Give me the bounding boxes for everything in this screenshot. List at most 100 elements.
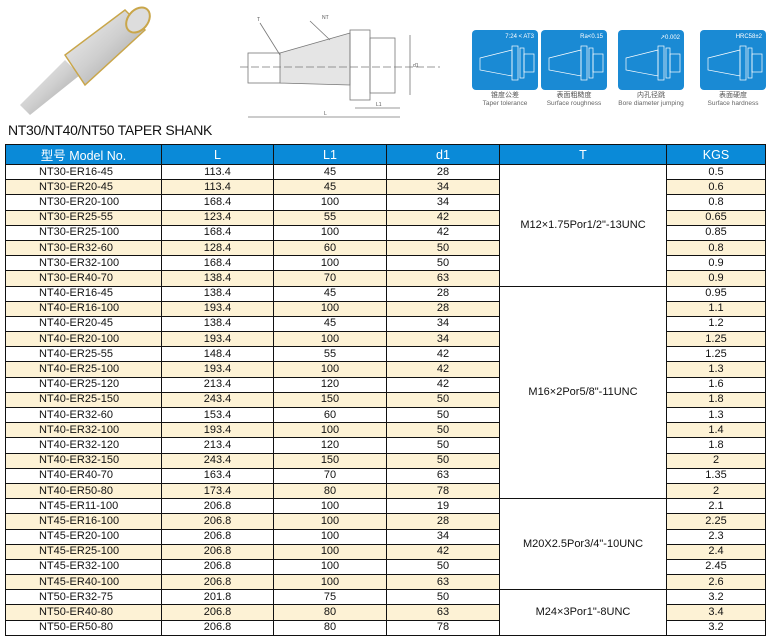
d1-cell: 50 (386, 406, 500, 424)
bore-runout-icon: ↗0.002 (618, 30, 684, 90)
d1-cell: 78 (386, 482, 500, 500)
header-l1: L1 (273, 144, 387, 165)
d1-cell: 42 (386, 224, 500, 241)
model-cell: NT45-ER40-100 (5, 574, 162, 591)
kgs-cell: 1.1 (666, 300, 766, 317)
d1-cell: 50 (386, 422, 500, 439)
l-cell: 163.4 (161, 467, 274, 484)
spec-table: 型号 Model No. L L1 d1 T KGS NT30-ER16-45 1… (5, 144, 766, 636)
l-cell: 243.4 (161, 452, 274, 469)
kgs-cell: 2 (666, 482, 766, 500)
model-cell: NT40-ER20-100 (5, 331, 162, 348)
l1-cell: 100 (273, 513, 387, 530)
header-d1: d1 (386, 144, 500, 165)
feature-1: Ra<0.15 表面粗糙度 Surface roughness (541, 30, 607, 108)
model-cell: NT40-ER25-100 (5, 361, 162, 378)
l1-cell: 75 (273, 589, 387, 606)
table-row: NT30-ER20-45 113.4 45 34 0.6 (5, 179, 766, 196)
l1-cell: 100 (273, 300, 387, 317)
label-l: L (324, 111, 327, 117)
d1-cell: 78 (386, 619, 500, 636)
thread-cell: M20X2.5Por3/4"-10UNC (499, 498, 667, 591)
d1-cell: 34 (386, 331, 500, 348)
l-cell: 193.4 (161, 331, 274, 348)
feature-spec: HRC58±2 (735, 34, 762, 40)
table-header-row: 型号 Model No. L L1 d1 T KGS (5, 144, 766, 165)
l1-cell: 100 (273, 224, 387, 241)
l1-cell: 100 (273, 255, 387, 272)
model-cell: NT30-ER32-100 (5, 255, 162, 272)
l1-cell: 100 (273, 528, 387, 545)
l-cell: 206.8 (161, 558, 274, 576)
d1-cell: 63 (386, 270, 500, 287)
l1-cell: 120 (273, 437, 387, 454)
model-cell: NT50-ER40-80 (5, 604, 162, 621)
table-row: NT30-ER32-60 128.4 60 50 0.8 (5, 239, 766, 257)
table-row: NT40-ER50-80 173.4 80 78 2 (5, 482, 766, 500)
l-cell: 206.8 (161, 543, 274, 560)
l-cell: 206.8 (161, 604, 274, 621)
l-cell: 138.4 (161, 270, 274, 287)
l-cell: 213.4 (161, 376, 274, 393)
l1-cell: 60 (273, 239, 387, 257)
table-row: NT40-ER16-45 138.4 45 28 M16×2Por5/8"-11UNC 0… (5, 285, 766, 500)
l1-cell: 150 (273, 452, 387, 469)
model-cell: NT40-ER32-60 (5, 406, 162, 424)
kgs-cell: 1.8 (666, 391, 766, 409)
d1-cell: 50 (386, 437, 500, 454)
model-cell: NT40-ER32-120 (5, 437, 162, 454)
d1-cell: 28 (386, 285, 500, 302)
l-cell: 168.4 (161, 194, 274, 211)
model-cell: NT45-ER20-100 (5, 528, 162, 545)
technical-drawing: T NT L L1 d1 (240, 15, 440, 118)
l-cell: 243.4 (161, 391, 274, 409)
d1-cell: 42 (386, 346, 500, 363)
kgs-cell: 1.2 (666, 315, 766, 333)
d1-cell: 34 (386, 194, 500, 211)
kgs-cell: 1.25 (666, 331, 766, 348)
kgs-cell: 2.45 (666, 558, 766, 576)
d1-cell: 50 (386, 589, 500, 606)
surface-hardness-icon: HRC58±2 (700, 30, 766, 90)
model-cell: NT30-ER20-100 (5, 194, 162, 211)
l1-cell: 120 (273, 376, 387, 393)
kgs-cell: 1.6 (666, 376, 766, 393)
model-cell: NT30-ER20-45 (5, 179, 162, 196)
kgs-cell: 0.9 (666, 255, 766, 272)
d1-cell: 50 (386, 255, 500, 272)
kgs-cell: 0.8 (666, 239, 766, 257)
table-row: NT30-ER25-55 123.4 55 42 0.65 (5, 209, 766, 226)
l1-cell: 55 (273, 346, 387, 363)
kgs-cell: 1.25 (666, 346, 766, 363)
table-row: NT40-ER32-100 193.4 100 50 1.4 (5, 422, 766, 439)
feature-label-cn: 表面硬度 (719, 92, 747, 99)
l-cell: 206.8 (161, 498, 274, 515)
model-cell: NT40-ER16-100 (5, 300, 162, 317)
d1-cell: 19 (386, 498, 500, 515)
feature-label-en: Bore diameter jumping (618, 100, 684, 107)
l1-cell: 100 (273, 558, 387, 576)
l1-cell: 45 (273, 315, 387, 333)
thread-cell: M12×1.75Por1/2"-13UNC (499, 164, 667, 287)
thread-cell: M24×3Por1"-8UNC (499, 589, 667, 636)
l1-cell: 45 (273, 179, 387, 196)
kgs-cell: 2 (666, 452, 766, 469)
l-cell: 123.4 (161, 209, 274, 226)
l-cell: 168.4 (161, 224, 274, 241)
table-row: NT40-ER16-100 193.4 100 28 1.1 (5, 300, 766, 317)
d1-cell: 34 (386, 315, 500, 333)
model-cell: NT30-ER40-70 (5, 270, 162, 287)
kgs-cell: 1.3 (666, 406, 766, 424)
l1-cell: 60 (273, 406, 387, 424)
model-cell: NT30-ER25-100 (5, 224, 162, 241)
d1-cell: 50 (386, 239, 500, 257)
header-kgs: KGS (666, 144, 766, 165)
l1-cell: 80 (273, 604, 387, 621)
table-row: NT50-ER32-75 201.8 75 50 M24×3Por1"-8UNC 3.2 (5, 589, 766, 636)
kgs-cell: 1.4 (666, 422, 766, 439)
model-cell: NT45-ER16-100 (5, 513, 162, 530)
l1-cell: 100 (273, 574, 387, 591)
table-row: NT40-ER25-120 213.4 120 42 1.6 (5, 376, 766, 393)
kgs-cell: 1.3 (666, 361, 766, 378)
l-cell: 206.8 (161, 528, 274, 545)
